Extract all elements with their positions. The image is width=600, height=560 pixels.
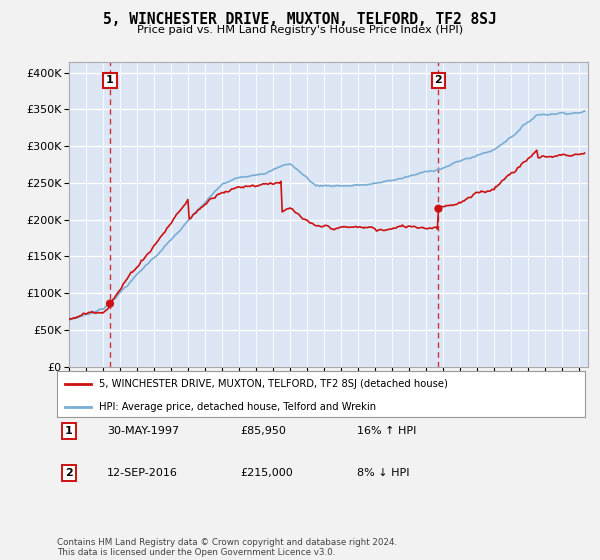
Point bbox=[105, 299, 115, 308]
Text: 8% ↓ HPI: 8% ↓ HPI bbox=[357, 468, 409, 478]
Text: £85,950: £85,950 bbox=[240, 426, 286, 436]
Text: 12-SEP-2016: 12-SEP-2016 bbox=[107, 468, 178, 478]
Point bbox=[434, 204, 443, 213]
Text: 5, WINCHESTER DRIVE, MUXTON, TELFORD, TF2 8SJ: 5, WINCHESTER DRIVE, MUXTON, TELFORD, TF… bbox=[103, 12, 497, 27]
Text: Contains HM Land Registry data © Crown copyright and database right 2024.
This d: Contains HM Land Registry data © Crown c… bbox=[57, 538, 397, 557]
Text: 16% ↑ HPI: 16% ↑ HPI bbox=[357, 426, 416, 436]
Text: 30-MAY-1997: 30-MAY-1997 bbox=[107, 426, 179, 436]
Text: HPI: Average price, detached house, Telford and Wrekin: HPI: Average price, detached house, Telf… bbox=[99, 402, 376, 412]
Text: 1: 1 bbox=[106, 76, 114, 85]
Text: Price paid vs. HM Land Registry's House Price Index (HPI): Price paid vs. HM Land Registry's House … bbox=[137, 25, 463, 35]
Text: 1: 1 bbox=[65, 426, 73, 436]
Text: 2: 2 bbox=[65, 468, 73, 478]
Text: £215,000: £215,000 bbox=[240, 468, 293, 478]
Text: 5, WINCHESTER DRIVE, MUXTON, TELFORD, TF2 8SJ (detached house): 5, WINCHESTER DRIVE, MUXTON, TELFORD, TF… bbox=[99, 379, 448, 389]
Text: 2: 2 bbox=[434, 76, 442, 85]
